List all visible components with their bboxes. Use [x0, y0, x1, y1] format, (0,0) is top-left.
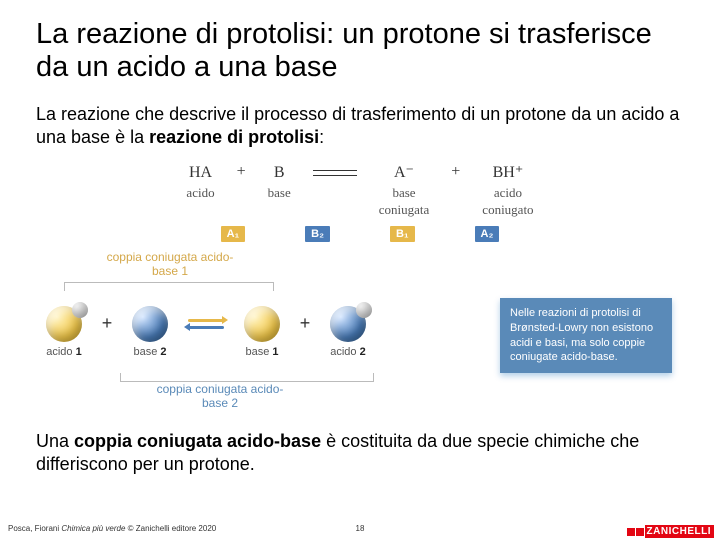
atom-yellow-icon — [244, 306, 280, 342]
eq-role: coniugato — [482, 202, 533, 218]
bottom-bold: coppia coniugata acido-base — [74, 431, 321, 451]
note-box: Nelle reazioni di protolisi di Brønsted-… — [500, 298, 672, 373]
plus-sign: + — [451, 163, 460, 181]
badge-a2: A₂ — [475, 226, 500, 242]
bottom-paragraph: Una coppia coniugata acido-base è costit… — [0, 410, 720, 477]
eq-role: acido — [482, 185, 533, 201]
diagram: coppia coniugata acido-base 1 acido 1 + … — [40, 250, 680, 410]
molecule-acido2: acido 2 — [324, 300, 372, 348]
molecule-base2: base 2 — [126, 300, 174, 348]
subtitle-text-a: La reazione che descrive il processo di … — [36, 104, 679, 147]
equilibrium-arrow-icon — [313, 166, 357, 180]
eq-role: coniugata — [379, 202, 430, 218]
subtitle-text-c: : — [319, 127, 324, 147]
mol-label: base 1 — [238, 346, 286, 358]
eq-formula: BH⁺ — [482, 163, 533, 182]
equation-row: HA acido + B base A⁻ base coniugata + BH… — [0, 155, 720, 221]
mol-label: base 2 — [126, 346, 174, 358]
coppia2-label: coppia coniugata acido-base 2 — [150, 382, 290, 410]
eq-term-ha: HA acido — [186, 163, 214, 200]
double-arrow-icon — [186, 314, 226, 334]
subtitle: La reazione che descrive il processo di … — [0, 89, 720, 156]
eq-term-b: B base — [268, 163, 291, 200]
bracket-bottom — [120, 374, 374, 382]
molecule-acido1: acido 1 — [40, 300, 88, 348]
eq-role: acido — [186, 185, 214, 201]
badge-b1: B₁ — [390, 226, 415, 242]
eq-term-aminus: A⁻ base coniugata — [379, 163, 430, 217]
bracket-top — [64, 282, 274, 290]
eq-formula: HA — [186, 163, 214, 182]
mol-label: acido 2 — [324, 346, 372, 358]
logo-square-icon — [636, 528, 644, 536]
badge-a1: A₁ — [221, 226, 246, 242]
brand-text: ZANICHELLI — [645, 525, 714, 538]
eq-formula: B — [268, 163, 291, 182]
eq-role: base — [379, 185, 430, 201]
page-number: 18 — [356, 524, 365, 533]
subtitle-bold: reazione di protolisi — [149, 127, 319, 147]
brand-logo: ZANICHELLI — [627, 525, 714, 538]
molecule-row: acido 1 + base 2 base 1 + acido 2 — [40, 300, 372, 348]
eq-formula: A⁻ — [379, 163, 430, 182]
atom-blue-icon — [132, 306, 168, 342]
badge-row: A₁ B₂ B₁ A₂ — [0, 222, 720, 250]
page-title: La reazione di protolisi: un protone si … — [0, 0, 720, 89]
eq-term-bhplus: BH⁺ acido coniugato — [482, 163, 533, 217]
coppia1-label: coppia coniugata acido-base 1 — [100, 250, 240, 278]
bottom-text-a: Una — [36, 431, 74, 451]
eq-role: base — [268, 185, 291, 201]
molecule-base1: base 1 — [238, 300, 286, 348]
atom-proton-icon — [72, 302, 88, 318]
plus-sign: + — [298, 313, 312, 334]
atom-proton-icon — [356, 302, 372, 318]
badge-b2: B₂ — [305, 226, 330, 242]
mol-label: acido 1 — [40, 346, 88, 358]
footer-credits: Posca, Fiorani Chimica più verde © Zanic… — [8, 524, 216, 533]
footer: Posca, Fiorani Chimica più verde © Zanic… — [0, 518, 720, 540]
logo-square-icon — [627, 528, 635, 536]
plus-sign: + — [100, 313, 114, 334]
plus-sign: + — [237, 163, 246, 181]
